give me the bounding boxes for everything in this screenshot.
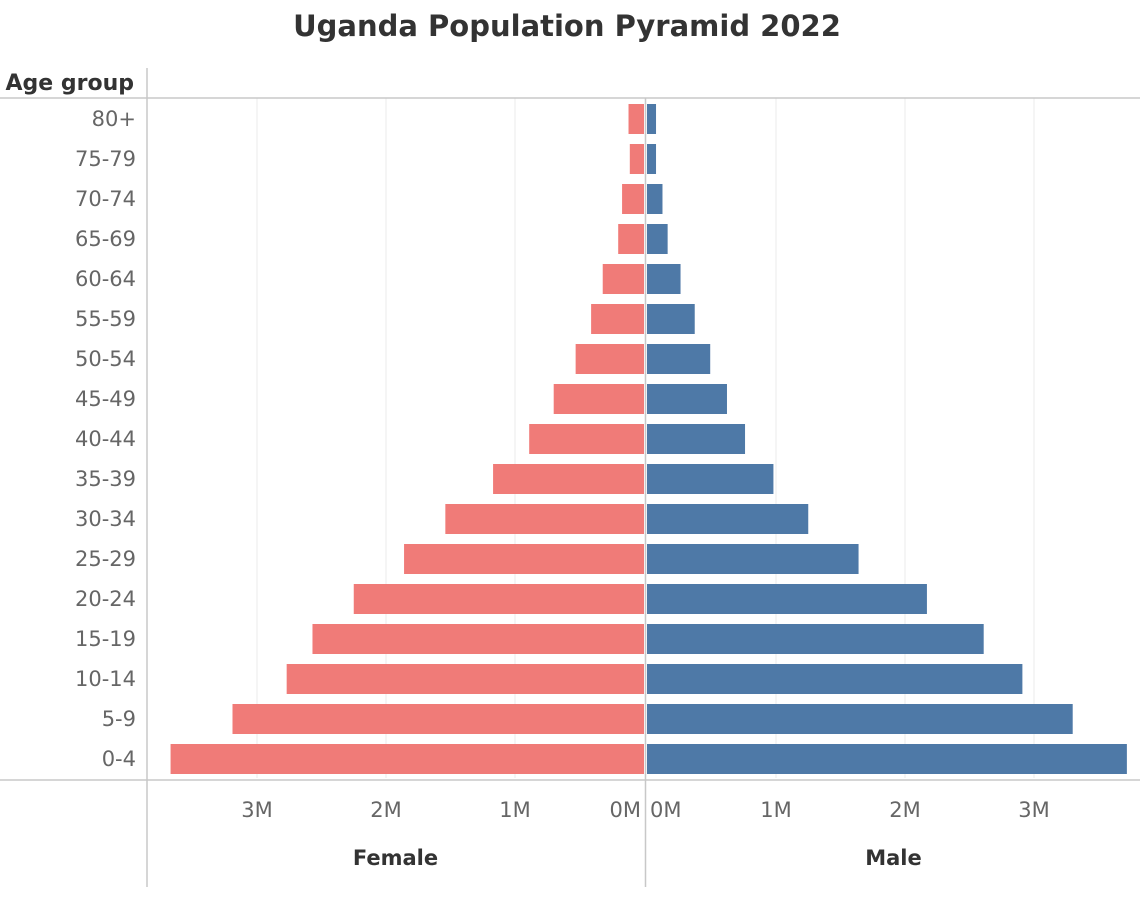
tick-label-male: 0M <box>650 798 681 822</box>
chart-title: Uganda Population Pyramid 2022 <box>293 9 841 43</box>
bar-male-20-24 <box>647 584 927 614</box>
category-label: 15-19 <box>75 627 136 651</box>
bars <box>170 104 1127 774</box>
bar-female-45-49 <box>553 384 644 414</box>
bar-female-0-4 <box>170 744 644 774</box>
bar-male-55-59 <box>647 304 695 334</box>
bar-female-75-79 <box>629 144 644 174</box>
category-label: 5-9 <box>102 707 136 731</box>
bar-female-60-64 <box>602 264 644 294</box>
bar-male-70-74 <box>647 184 663 214</box>
bar-male-15-19 <box>647 624 984 654</box>
tick-label-female: 3M <box>241 798 272 822</box>
bar-female-10-14 <box>286 664 644 694</box>
category-label: 50-54 <box>75 347 136 371</box>
bar-male-10-14 <box>647 664 1023 694</box>
bar-female-35-39 <box>493 464 644 494</box>
x-axis-tick-labels: 0M 0M 1M 1M 2M 2M 3M 3M <box>241 798 1049 822</box>
category-label: 60-64 <box>75 267 136 291</box>
category-label: 70-74 <box>75 187 136 211</box>
bar-female-20-24 <box>353 584 644 614</box>
category-label: 10-14 <box>75 667 136 691</box>
tick-label-male: 2M <box>889 798 920 822</box>
bar-male-75-79 <box>647 144 657 174</box>
bar-male-5-9 <box>647 704 1073 734</box>
bar-female-55-59 <box>591 304 644 334</box>
bar-male-35-39 <box>647 464 774 494</box>
bar-female-5-9 <box>232 704 645 734</box>
bar-male-40-44 <box>647 424 746 454</box>
category-label: 80+ <box>92 107 136 131</box>
bar-male-80+ <box>647 104 657 134</box>
bar-male-45-49 <box>647 384 727 414</box>
bar-female-50-54 <box>575 344 644 374</box>
tick-label-male: 1M <box>760 798 791 822</box>
category-label: 20-24 <box>75 587 136 611</box>
category-label: 65-69 <box>75 227 136 251</box>
x-axis-title-male: Male <box>865 846 922 870</box>
bar-male-0-4 <box>647 744 1127 774</box>
tick-label-female: 1M <box>499 798 530 822</box>
category-labels: 80+ 75-79 70-74 65-69 60-64 55-59 50-54 45-49 40… <box>75 107 136 771</box>
tick-label-female: 2M <box>370 798 401 822</box>
x-axis-title-female: Female <box>353 846 438 870</box>
bar-male-60-64 <box>647 264 681 294</box>
category-label: 0-4 <box>102 747 136 771</box>
bar-female-70-74 <box>622 184 644 214</box>
category-label: 35-39 <box>75 467 136 491</box>
category-label: 75-79 <box>75 147 136 171</box>
tick-label-male: 3M <box>1018 798 1049 822</box>
bar-female-40-44 <box>529 424 644 454</box>
bar-male-65-69 <box>647 224 668 254</box>
category-label: 30-34 <box>75 507 136 531</box>
bar-male-30-34 <box>647 504 809 534</box>
tick-label-female: 0M <box>610 798 641 822</box>
bar-female-65-69 <box>618 224 644 254</box>
x-axis-titles: Female Male <box>353 846 922 870</box>
category-label: 55-59 <box>75 307 136 331</box>
bar-female-25-29 <box>404 544 644 574</box>
bar-female-30-34 <box>445 504 644 534</box>
bar-male-25-29 <box>647 544 859 574</box>
bar-female-15-19 <box>312 624 644 654</box>
chart-frame <box>0 68 1140 887</box>
category-label: 25-29 <box>75 547 136 571</box>
bar-female-80+ <box>628 104 644 134</box>
category-label: 40-44 <box>75 427 136 451</box>
category-axis-header: Age group <box>6 71 134 96</box>
category-label: 45-49 <box>75 387 136 411</box>
bar-male-50-54 <box>647 344 711 374</box>
